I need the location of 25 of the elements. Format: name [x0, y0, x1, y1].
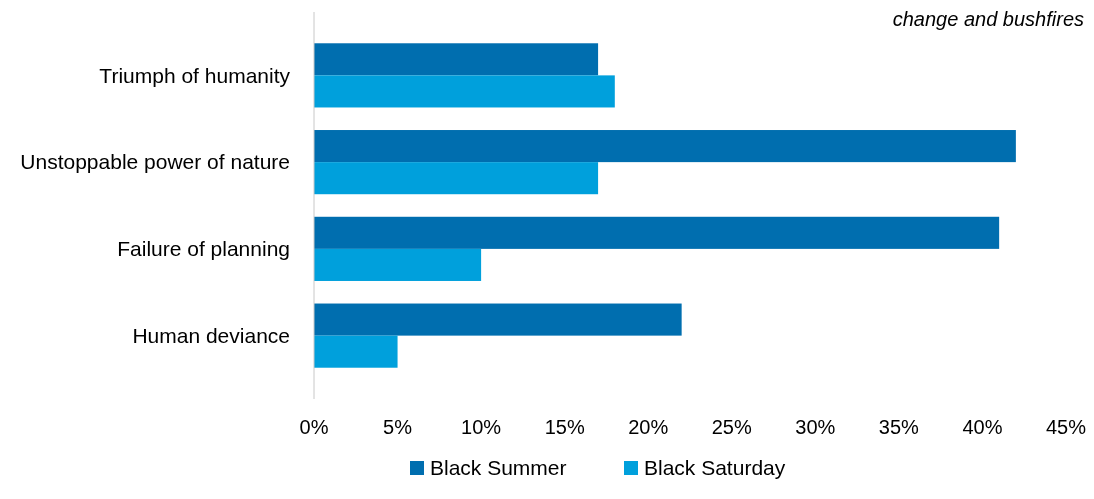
bar	[314, 216, 1000, 249]
x-tick-label: 35%	[878, 416, 920, 438]
x-tick-label: 0%	[299, 416, 329, 438]
bar	[314, 75, 615, 108]
legend-label: Black Summer	[430, 456, 567, 480]
x-tick-label: 5%	[383, 416, 413, 438]
x-tick-label: 20%	[628, 416, 669, 438]
x-tick-label: 45%	[1045, 416, 1087, 438]
bar	[314, 248, 482, 281]
bar	[314, 335, 398, 368]
legend-label: Black Saturday	[644, 456, 786, 480]
x-tick-label: 10%	[461, 416, 502, 438]
y-tick-label: Human deviance	[132, 323, 290, 347]
x-tick-label: 15%	[544, 416, 585, 438]
x-tick-label: 25%	[711, 416, 753, 438]
bar	[314, 303, 682, 336]
bar	[314, 130, 1016, 163]
x-tick-label: 30%	[795, 416, 836, 438]
x-tick-label: 40%	[962, 416, 1003, 438]
bar	[314, 162, 599, 195]
annotation: change and bushfires	[892, 8, 1084, 30]
y-tick-label: Unstoppable power of nature	[20, 150, 290, 174]
y-tick-label: Failure of planning	[117, 237, 290, 261]
bar	[314, 43, 599, 76]
y-tick-label: Triumph of humanity	[99, 63, 291, 87]
